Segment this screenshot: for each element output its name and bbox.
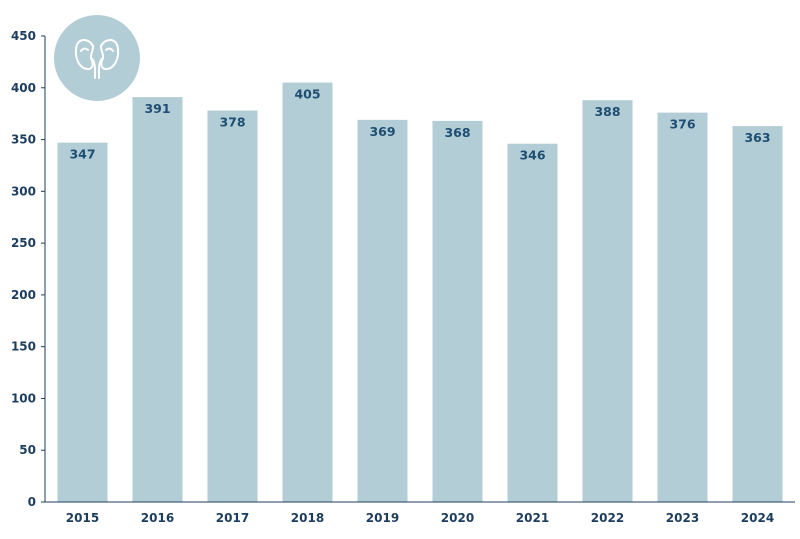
data-label-2017: 378 xyxy=(219,115,245,130)
y-tick-150: 150 xyxy=(11,340,36,354)
x-tick-2022: 2022 xyxy=(591,511,624,525)
x-tick-2023: 2023 xyxy=(666,511,699,525)
badge-circle xyxy=(54,15,140,101)
y-tick-450: 450 xyxy=(11,29,36,43)
bar-2021 xyxy=(507,143,558,502)
bar-2018 xyxy=(282,82,333,502)
x-tick-2021: 2021 xyxy=(516,511,549,525)
x-tick-2018: 2018 xyxy=(291,511,324,525)
bars-group xyxy=(57,82,783,503)
data-label-2016: 391 xyxy=(144,101,170,116)
bar-2019 xyxy=(357,119,408,502)
data-label-2021: 346 xyxy=(519,148,545,163)
data-label-2020: 368 xyxy=(444,125,470,140)
y-tick-200: 200 xyxy=(11,288,36,302)
bar-2017 xyxy=(207,110,258,502)
bar-2020 xyxy=(432,120,483,502)
bar-2024 xyxy=(732,126,783,503)
data-label-2018: 405 xyxy=(294,87,320,102)
data-label-2015: 347 xyxy=(69,147,95,162)
bar-2015 xyxy=(57,142,108,502)
bar-2023 xyxy=(657,112,708,503)
x-tick-2020: 2020 xyxy=(441,511,474,525)
y-tick-250: 250 xyxy=(11,236,36,250)
x-tick-2015: 2015 xyxy=(66,511,99,525)
x-tick-2024: 2024 xyxy=(741,511,774,525)
data-label-2019: 369 xyxy=(369,124,395,139)
x-axis: 2015 2016 2017 2018 2019 2020 2021 2022 2023 2024 xyxy=(45,501,795,525)
y-tick-50: 50 xyxy=(19,443,36,457)
bar-2016 xyxy=(132,97,183,502)
data-label-2023: 376 xyxy=(669,117,695,132)
y-tick-300: 300 xyxy=(11,184,36,198)
kidneys-icon xyxy=(74,39,120,79)
x-tick-2016: 2016 xyxy=(141,511,174,525)
x-tick-2019: 2019 xyxy=(366,511,399,525)
kidneys-badge xyxy=(54,15,140,101)
y-tick-400: 400 xyxy=(11,81,36,95)
data-label-2022: 388 xyxy=(594,104,620,119)
x-tick-2017: 2017 xyxy=(216,511,249,525)
bar-2022 xyxy=(582,100,633,503)
y-tick-350: 350 xyxy=(11,133,36,147)
y-tick-0: 0 xyxy=(28,495,36,509)
y-tick-100: 100 xyxy=(11,391,36,405)
y-axis: 0 50 100 150 200 250 300 350 400 450 xyxy=(11,29,46,509)
data-labels-group: 347 391 378 405 369 368 346 388 376 363 xyxy=(69,87,770,163)
data-label-2024: 363 xyxy=(744,130,770,145)
